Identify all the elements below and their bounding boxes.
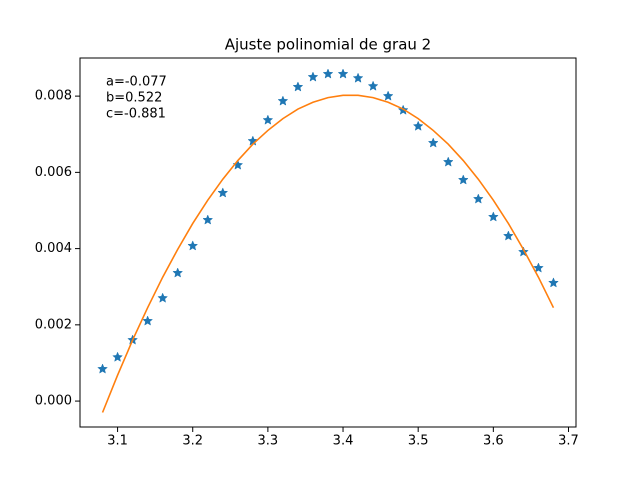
data-point xyxy=(322,68,334,79)
y-tick-label: 0.008 xyxy=(35,89,72,104)
annotation: b=0.522 xyxy=(106,91,162,106)
data-point xyxy=(337,68,349,79)
data-point xyxy=(202,214,214,225)
data-point xyxy=(502,230,514,241)
data-point xyxy=(262,114,274,125)
data-point xyxy=(307,71,319,82)
data-point xyxy=(97,363,108,374)
x-tick-label: 3.5 xyxy=(408,434,429,449)
data-point xyxy=(157,292,169,303)
data-point xyxy=(427,137,439,148)
data-point xyxy=(277,95,289,106)
fit-line xyxy=(101,94,555,413)
data-point xyxy=(472,193,484,204)
data-point xyxy=(112,351,123,362)
data-point xyxy=(172,267,184,278)
data-point xyxy=(412,120,424,131)
plot-frame xyxy=(79,57,577,428)
data-point xyxy=(533,262,544,273)
x-tick-label: 3.1 xyxy=(107,434,128,449)
x-tick-label: 3.6 xyxy=(483,434,504,449)
x-tick-label: 3.2 xyxy=(182,434,203,449)
data-point xyxy=(367,80,379,91)
data-point xyxy=(382,90,394,101)
x-tick-label: 3.3 xyxy=(258,434,279,449)
x-tick-label: 3.4 xyxy=(333,434,354,449)
y-tick-label: 0.006 xyxy=(35,165,72,180)
chart-title: Ajuste polinomial de grau 2 xyxy=(225,36,431,54)
y-tick-label: 0.000 xyxy=(35,394,72,409)
x-tick-label: 3.7 xyxy=(558,434,579,449)
data-point xyxy=(217,187,229,198)
data-point xyxy=(548,277,559,288)
data-point xyxy=(442,156,454,167)
data-point xyxy=(352,72,364,83)
y-tick-label: 0.004 xyxy=(35,241,72,256)
data-point xyxy=(487,211,499,222)
data-point xyxy=(292,81,304,92)
annotation: c=-0.881 xyxy=(106,107,166,122)
data-point xyxy=(232,159,244,170)
data-point xyxy=(187,240,199,251)
annotation: a=-0.077 xyxy=(106,75,167,90)
data-point xyxy=(142,315,154,326)
data-point xyxy=(457,174,469,185)
y-tick-label: 0.002 xyxy=(35,317,72,332)
